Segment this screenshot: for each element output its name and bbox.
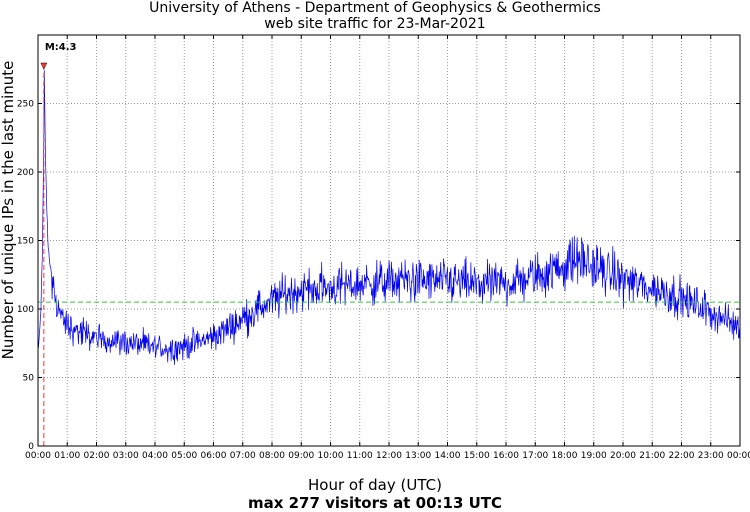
x-tick-label: 10:00: [318, 451, 344, 461]
x-tick-label: 07:00: [230, 451, 256, 461]
x-tick-label: 08:00: [259, 451, 285, 461]
x-tick-label: 16:00: [493, 451, 519, 461]
x-tick-label: 12:00: [376, 451, 402, 461]
x-tick-label: 06:00: [201, 451, 227, 461]
x-axis-label: Hour of day (UTC): [308, 476, 442, 494]
x-tick-label: 00:00: [25, 451, 51, 461]
chart-subtitle: web site traffic for 23-Mar-2021: [264, 16, 486, 32]
x-tick-label: 04:00: [142, 451, 168, 461]
y-axis-label: Number of unique IPs in the last minute: [0, 60, 17, 360]
y-tick-label: 0: [28, 442, 34, 452]
x-tick-label: 17:00: [522, 451, 548, 461]
x-tick-label: 09:00: [288, 451, 314, 461]
earthquake-marker: [40, 62, 48, 70]
max-visitors-summary: max 277 visitors at 00:13 UTC: [247, 494, 503, 512]
x-tick-label: 19:00: [581, 451, 607, 461]
x-tick-label: 14:00: [435, 451, 461, 461]
y-tick-label: 100: [17, 305, 34, 315]
traffic-line: [37, 70, 741, 365]
y-tick-label: 150: [17, 237, 34, 247]
tick-layer: 00:00 01:00 02:00 03:00 04:00 05:00 06:00 07:00…: [17, 35, 750, 461]
grid: [38, 35, 740, 446]
x-tick-label: 15:00: [464, 451, 490, 461]
y-tick-label: 200: [17, 168, 34, 178]
x-tick-label: 00:00: [727, 451, 750, 461]
x-tick-label: 21:00: [639, 451, 665, 461]
y-tick-label: 250: [17, 100, 34, 110]
x-tick-label: 01:00: [54, 451, 80, 461]
x-tick-label: 03:00: [113, 451, 139, 461]
series-layer: [37, 70, 741, 365]
annotation-layer: M:4.3: [38, 42, 740, 446]
x-tick-label: 02:00: [84, 451, 110, 461]
x-tick-label: 05:00: [171, 451, 197, 461]
y-tick-label: 50: [23, 374, 35, 384]
x-tick-label: 18:00: [552, 451, 578, 461]
chart-title: University of Athens - Department of Geo…: [149, 0, 601, 16]
x-tick-label: 20:00: [610, 451, 636, 461]
x-tick-label: 11:00: [347, 451, 373, 461]
x-tick-label: 22:00: [669, 451, 695, 461]
x-tick-label: 13:00: [405, 451, 431, 461]
earthquake-label: M:4.3: [45, 42, 77, 53]
x-tick-label: 23:00: [698, 451, 724, 461]
